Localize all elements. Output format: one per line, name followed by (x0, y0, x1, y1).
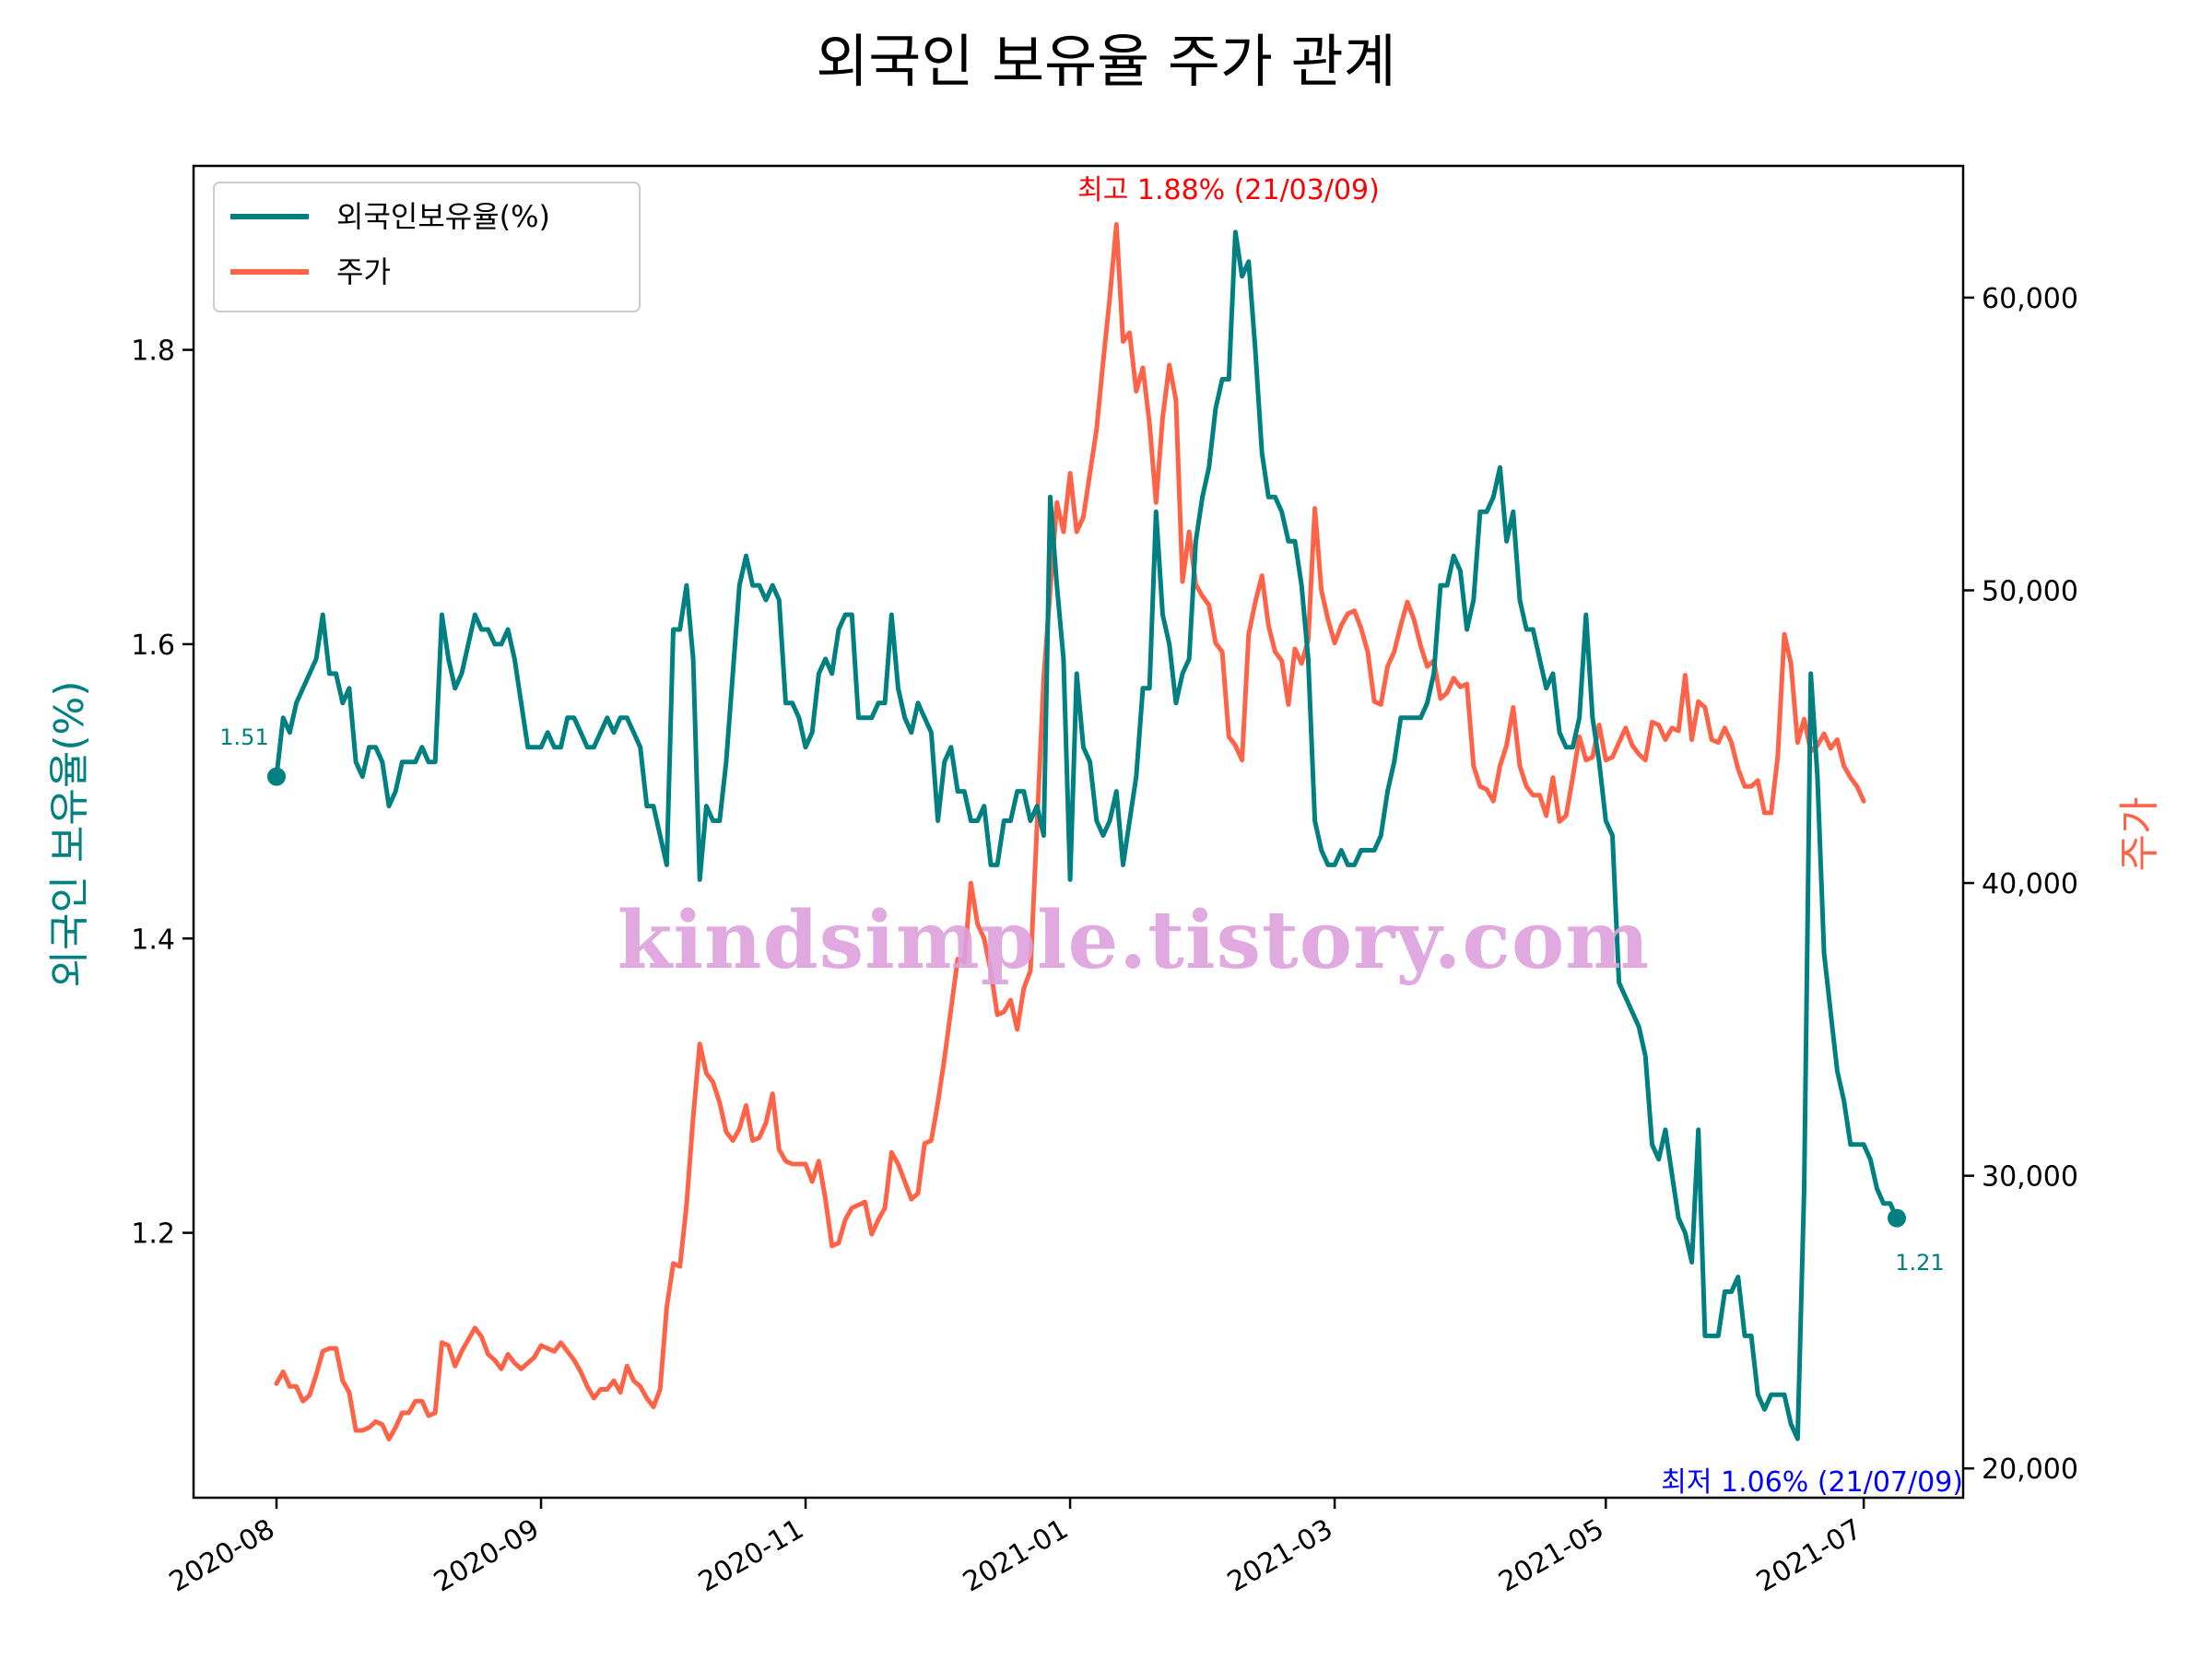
left-axis-label: 외국인 보유율(%) (46, 680, 93, 987)
price-line (274, 222, 1866, 1441)
left-ytick-label: 1.6 (131, 629, 175, 662)
legend-label-price: 주가 (336, 254, 391, 289)
legend-box (213, 182, 641, 312)
right-ytick-label: 50,000 (1982, 575, 2078, 607)
left-ytick-label: 1.2 (131, 1218, 175, 1251)
watermark: kindsimple.tistory.com (618, 894, 1650, 987)
right-ytick-label: 30,000 (1982, 1161, 2078, 1194)
right-ytick-label: 60,000 (1982, 283, 2078, 315)
xtick-label: 2020-09 (429, 1513, 545, 1599)
legend-label-holding: 외국인보유율(%) (336, 199, 550, 234)
xtick-label: 2020-11 (693, 1513, 809, 1599)
left-ytick-label: 1.8 (131, 335, 175, 368)
min-annotation: 최저 1.06% (21/07/09) (1661, 1466, 1963, 1499)
end-point-marker (1888, 1208, 1906, 1228)
xtick-label: 2021-03 (1222, 1513, 1338, 1599)
xtick-label: 2021-01 (958, 1513, 1074, 1599)
right-ytick-label: 20,000 (1982, 1453, 2078, 1486)
holding-line (274, 229, 1900, 1441)
right-axis-label: 주가 (2116, 797, 2163, 872)
right-ytick-label: 40,000 (1982, 868, 2078, 900)
plot-frame (192, 164, 1965, 1500)
chart-title: 외국인 보유율 주가 관계 (816, 28, 1396, 95)
xtick-label: 2021-05 (1493, 1513, 1609, 1599)
end-value-label: 1.21 (1895, 1250, 1944, 1276)
start-value-label: 1.51 (219, 724, 268, 750)
legend: 외국인보유율(%) 주가 (213, 182, 641, 312)
xtick-label: 2020-08 (164, 1513, 280, 1599)
series-layer (267, 222, 1906, 1441)
xtick-label: 2021-07 (1751, 1513, 1867, 1599)
start-point-marker (267, 767, 286, 786)
left-ytick-label: 1.4 (131, 924, 175, 956)
max-annotation: 최고 1.88% (21/03/09) (1077, 174, 1380, 206)
